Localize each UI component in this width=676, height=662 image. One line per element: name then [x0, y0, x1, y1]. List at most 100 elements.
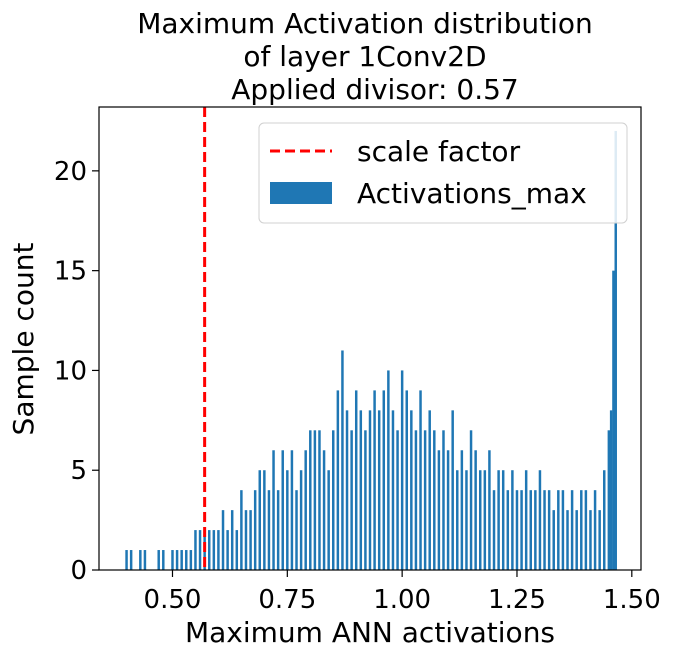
histogram-bar [593, 490, 597, 570]
histogram-bar [428, 410, 431, 570]
y-tick-label: 10 [54, 356, 87, 386]
histogram-bar [309, 430, 312, 570]
histogram-bar [534, 490, 537, 570]
histogram-bar [612, 270, 615, 570]
histogram-bar [580, 490, 583, 570]
histogram-bar [566, 510, 569, 570]
histogram-bar [584, 490, 588, 570]
histogram-bar [561, 490, 565, 570]
histogram-bar [515, 490, 519, 570]
histogram-bar [281, 450, 284, 570]
histogram-bar [396, 430, 399, 570]
histogram-bar [614, 130, 617, 570]
histogram-bar [501, 470, 505, 570]
histogram-bar [446, 450, 450, 570]
histogram-bar [382, 390, 386, 570]
histogram-bar [506, 490, 510, 570]
histogram-bar [217, 530, 220, 570]
histogram-bar [483, 470, 487, 570]
histogram-bar [345, 410, 349, 570]
histogram-bar [423, 430, 427, 570]
histogram-bar [276, 490, 280, 570]
y-tick-label: 15 [54, 257, 87, 287]
x-tick-label: 1.50 [603, 585, 661, 615]
histogram-bar [336, 390, 340, 570]
title-line-2: of layer 1Conv2D [243, 40, 486, 73]
histogram-bar [253, 490, 257, 570]
histogram-bar [451, 410, 454, 570]
histogram-bar [552, 510, 555, 570]
histogram-bar [139, 550, 142, 570]
histogram-bar [377, 410, 381, 570]
y-tick-label: 0 [70, 556, 87, 586]
histogram-bar [543, 490, 546, 570]
histogram-bar [354, 390, 358, 570]
histogram-bar [350, 430, 353, 570]
y-axis-ticks: 0 5 10 15 20 [54, 157, 99, 586]
legend-swatch-activations [270, 182, 332, 204]
histogram-bar [332, 430, 335, 570]
histogram-bar [327, 470, 330, 570]
histogram-bar [189, 550, 193, 570]
histogram-bar [607, 430, 611, 570]
x-tick-label: 1.25 [488, 585, 546, 615]
x-axis-label: Maximum ANN activations [185, 616, 555, 649]
histogram-bar [318, 430, 321, 570]
histogram-bar [547, 490, 551, 570]
histogram-bar [272, 450, 275, 570]
histogram-bar [313, 430, 317, 570]
histogram-bar [267, 490, 271, 570]
histogram-bar [290, 450, 294, 570]
title-line-3: Applied divisor: 0.57 [231, 73, 518, 106]
title-line-1: Maximum Activation distribution [137, 7, 593, 40]
histogram-bar [460, 450, 464, 570]
histogram-bar [208, 530, 211, 570]
plot-frame [98, 106, 642, 571]
histogram-bar [437, 450, 441, 570]
y-tick-label: 20 [54, 157, 87, 187]
histogram-bar [469, 430, 473, 570]
histogram-bar [230, 510, 234, 570]
x-tick-label: 0.50 [144, 585, 202, 615]
histogram-bar [400, 370, 404, 570]
histogram-bar [474, 450, 477, 570]
histogram-bar [125, 550, 128, 570]
histogram-bar [603, 470, 606, 570]
histogram-bar [171, 550, 174, 570]
y-axis-label: Sample count [7, 243, 40, 436]
histogram-bar [479, 470, 482, 570]
histogram-bar [405, 390, 408, 570]
histogram-bar [529, 490, 532, 570]
histogram-bar [589, 510, 592, 570]
legend-box [258, 122, 628, 224]
histogram-bar [456, 470, 459, 570]
chart-title: Maximum Activation distribution of layer… [137, 7, 593, 106]
histogram-bar [240, 490, 243, 570]
histogram-bar [419, 390, 422, 570]
x-tick-label: 1.00 [373, 585, 431, 615]
histogram-bar [157, 550, 160, 570]
histogram-bar [598, 510, 601, 570]
histogram-bar [538, 470, 542, 570]
x-axis-ticks: 0.50 0.75 1.00 1.25 1.50 [144, 570, 661, 615]
histogram-bar [212, 530, 216, 570]
histogram-bar [524, 470, 528, 570]
x-tick-label: 0.75 [258, 585, 316, 615]
legend: scale factor Activations_max [258, 122, 628, 224]
histogram-bar [433, 430, 436, 570]
histogram-bar [488, 450, 491, 570]
histogram-bars [125, 130, 617, 570]
histogram-bar [185, 550, 188, 570]
histogram-bar [497, 470, 500, 570]
histogram-bar [258, 470, 261, 570]
histogram-bar [511, 470, 514, 570]
histogram-bar [414, 430, 418, 570]
histogram-bar [180, 550, 183, 570]
histogram-bar [387, 370, 390, 570]
histogram-bar [263, 470, 266, 570]
legend-label-activations: Activations_max [357, 177, 587, 210]
histogram-bar [235, 530, 239, 570]
histogram-bar [364, 430, 367, 570]
